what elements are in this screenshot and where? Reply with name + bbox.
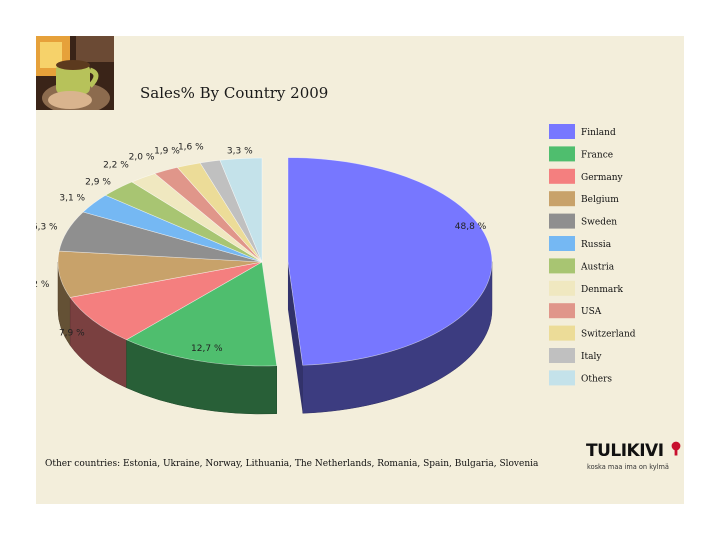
- legend-swatch-others: [549, 370, 575, 386]
- pie-slice-finland: [287, 157, 493, 366]
- pie-slice-germany: [69, 261, 263, 341]
- data-label-others: 3,3 %: [227, 146, 253, 156]
- legend-swatch-switzerland: [549, 325, 575, 341]
- legend: Finland France Germany Belgium Sweden Russia A…: [549, 124, 636, 386]
- legend-label-italy: Italy: [581, 352, 602, 362]
- data-label-switzerland: 1,9 %: [154, 146, 180, 156]
- legend-swatch-belgium: [549, 191, 575, 207]
- legend-label-finland: Finland: [581, 128, 616, 138]
- data-label-austria: 2,9 %: [85, 178, 111, 188]
- legend-swatch-italy: [549, 348, 575, 363]
- data-label-france: 12,7 %: [191, 344, 223, 354]
- data-label-sweden: 6,3 %: [36, 222, 58, 232]
- pie-chart: 48,8 % 12,7 % 7,9 % 7,2 % 6,3 % 3,1 %2,9 % 2,2…: [36, 124, 636, 415]
- flame-icon: [671, 441, 681, 456]
- chart-title: Sales% By Country 2009: [140, 84, 329, 102]
- legend-label-sweden: Sweden: [581, 218, 617, 228]
- logo-tagline: koska maa ima on kylmä: [587, 463, 669, 471]
- data-label-finland: 48,8 %: [455, 222, 487, 232]
- legend-swatch-france: [549, 146, 575, 162]
- data-label-italy: 1,6 %: [178, 142, 204, 152]
- legend-swatch-denmark: [549, 280, 575, 296]
- data-labels: 48,8 % 12,7 % 7,9 % 7,2 % 6,3 % 3,1 %2,9 % 2,2…: [36, 142, 487, 354]
- legend-swatch-austria: [549, 258, 575, 274]
- legend-swatch-russia: [549, 236, 575, 251]
- coffee-mug-photo: [36, 36, 114, 110]
- footnote: Other countries: Estonia, Ukraine, Norwa…: [45, 459, 539, 469]
- logo-wordmark: TULIKIVI: [586, 441, 664, 461]
- legend-label-france: France: [581, 150, 613, 160]
- slide: Sales% By Country 2009 48,8 % 12,7 % 7,9 %…: [36, 36, 684, 504]
- data-label-belgium: 7,2 %: [36, 280, 50, 290]
- data-label-russia: 3,1 %: [59, 193, 85, 203]
- legend-label-austria: Austria: [580, 262, 615, 272]
- pie-slice-face-finland-1: [287, 261, 303, 414]
- legend-label-denmark: Denmark: [581, 285, 624, 295]
- pie-slice-others: [219, 157, 263, 263]
- legend-swatch-finland: [549, 124, 575, 139]
- tulikivi-logo: TULIKIVI koska maa ima on kylmä: [586, 438, 682, 478]
- pie-slices: [57, 157, 493, 415]
- data-label-germany: 7,9 %: [59, 328, 85, 338]
- legend-label-others: Others: [581, 374, 612, 384]
- data-label-usa: 2,0 %: [129, 152, 155, 162]
- legend-label-russia: Russia: [581, 240, 612, 250]
- legend-swatch-usa: [549, 303, 575, 319]
- legend-label-switzerland: Switzerland: [581, 330, 636, 340]
- legend-label-germany: Germany: [581, 173, 624, 183]
- legend-swatch-sweden: [549, 213, 575, 229]
- legend-label-belgium: Belgium: [581, 195, 619, 205]
- legend-label-usa: USA: [581, 307, 602, 317]
- pie-slice-france: [125, 261, 278, 367]
- data-label-denmark: 2,2 %: [103, 160, 129, 170]
- legend-swatch-germany: [549, 168, 575, 184]
